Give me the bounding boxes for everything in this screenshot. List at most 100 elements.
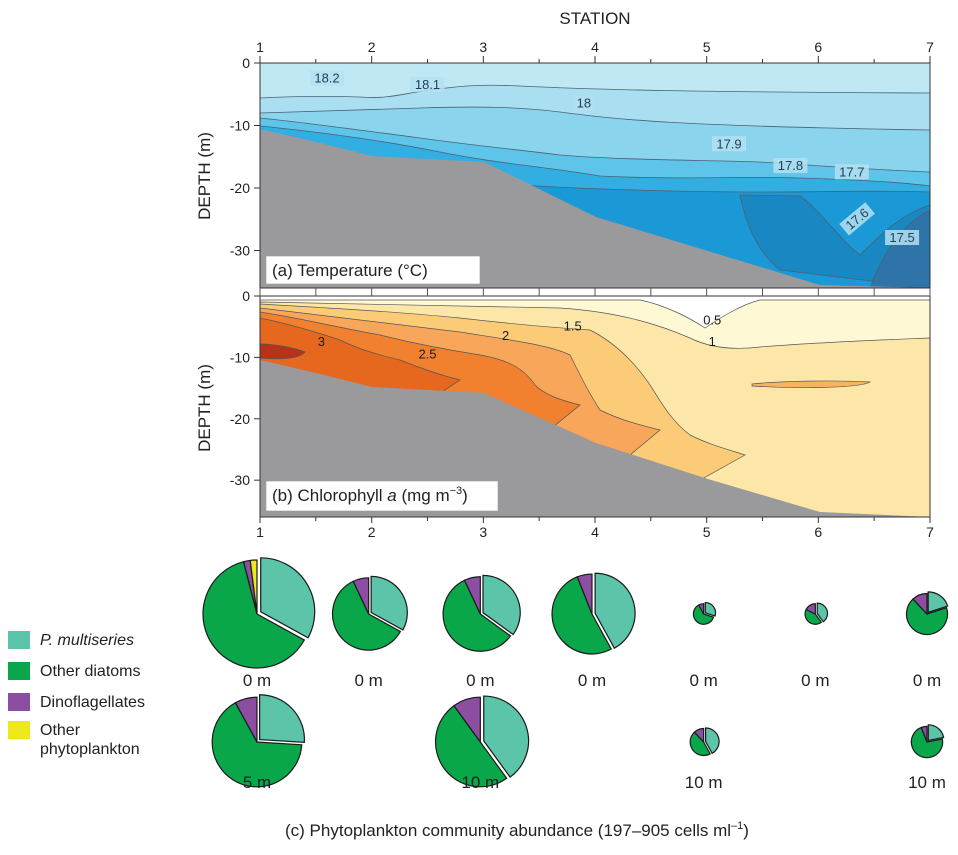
legend-swatch xyxy=(8,721,30,739)
chl-contour-label: 2 xyxy=(502,328,509,343)
temp-panel-label: (a) Temperature (°C) xyxy=(272,261,428,280)
temp-contour-label: 18.2 xyxy=(310,70,344,86)
legend-swatch xyxy=(8,662,30,680)
temp-contour-label-text: 17.8 xyxy=(778,158,803,173)
pie-depth-label: 10 m xyxy=(461,773,499,792)
pie-slice xyxy=(594,572,636,650)
pie-slice xyxy=(260,557,316,639)
pie-slice xyxy=(697,603,705,615)
pie-depth-label: 5 m xyxy=(243,773,271,792)
temp-contour-label-text: 18.2 xyxy=(314,71,339,86)
legend-label: phytoplankton xyxy=(40,741,140,758)
chl-label-sup: −3 xyxy=(450,485,463,497)
chl-band-gt-3 xyxy=(260,343,306,360)
pie-chart xyxy=(804,602,829,625)
temperature-panel xyxy=(260,63,930,288)
pie-slice xyxy=(331,580,402,651)
pie-slice xyxy=(352,577,370,615)
pie-depth-label: 0 m xyxy=(578,671,606,690)
temp-contour-label-text: 17.7 xyxy=(839,164,864,179)
pie-slice xyxy=(453,696,481,744)
y-axis-title-temp: DEPTH (m) xyxy=(195,132,214,220)
chl-contour-label: 0.5 xyxy=(703,313,721,328)
pie-slice xyxy=(910,726,944,759)
legend-label: P. multiseries xyxy=(40,632,134,649)
pie-chart xyxy=(442,574,521,652)
pie-depth-label: 0 m xyxy=(913,671,941,690)
temp-contour-label-text: 18.1 xyxy=(415,77,440,92)
legend-swatch xyxy=(8,631,30,649)
temp-contour-label-text: 17.9 xyxy=(716,136,741,151)
pie-chart xyxy=(551,572,636,655)
pie-chart xyxy=(211,694,305,788)
y-tick-label-chl: 0 xyxy=(242,288,250,304)
pie-depth-label: 0 m xyxy=(243,671,271,690)
x-tick-label-bottom: 4 xyxy=(591,524,599,540)
pie-slice xyxy=(693,727,705,744)
x-tick-label-bottom: 1 xyxy=(256,524,264,540)
temp-contour-label: 18 xyxy=(574,95,594,111)
x-tick-label-bottom: 3 xyxy=(479,524,487,540)
temp-contour-label: 18.1 xyxy=(410,76,445,92)
y-tick-label-chl: -30 xyxy=(230,472,250,488)
y-tick-label-chl: -10 xyxy=(230,349,250,365)
pie-slice xyxy=(689,731,711,757)
x-axis-title: STATION xyxy=(559,9,630,28)
x-tick-label-bottom: 7 xyxy=(926,524,934,540)
pie-depth-label: 0 m xyxy=(689,671,717,690)
pie-slice xyxy=(442,579,512,652)
pie-slice xyxy=(551,576,613,655)
y-ticks-temp: 0 -10 -20 -30 xyxy=(230,55,260,259)
pie-chart xyxy=(692,601,717,625)
temp-contour-label-bg xyxy=(410,76,445,92)
pie-slice xyxy=(927,724,945,742)
chlorophyll-panel xyxy=(260,296,930,517)
temp-contour-label: 17.5 xyxy=(885,230,920,245)
pie-charts xyxy=(202,557,949,788)
temp-contour-label-text: 17.5 xyxy=(889,230,914,245)
pie-depth-label: 0 m xyxy=(354,671,382,690)
chl-contour-label: 2.5 xyxy=(418,346,436,361)
chl-label-part: (mg m xyxy=(397,486,450,505)
pie-panel-caption: (c) Phytoplankton community abundance (1… xyxy=(285,820,749,840)
x-ticks-top: 1 2 3 4 5 6 7 xyxy=(256,39,934,63)
x-ticks-bottom: 1 2 3 4 5 6 7 xyxy=(256,288,934,540)
chl-seafloor xyxy=(260,360,930,517)
pie-slice xyxy=(927,591,949,614)
temp-contour-label-bg xyxy=(773,158,808,174)
pie-slice xyxy=(435,704,508,788)
pie-slice xyxy=(912,592,928,616)
temp-label-box xyxy=(265,255,481,285)
x-tick-label-top: 7 xyxy=(926,39,934,55)
chl-label-box xyxy=(265,480,499,512)
pie-slice xyxy=(804,608,823,625)
pie-slice xyxy=(816,602,829,623)
pie-slice xyxy=(202,560,306,669)
chl-contour-label: 1 xyxy=(709,334,716,349)
pie-chart xyxy=(689,727,720,757)
x-tick-label-top: 4 xyxy=(591,39,599,55)
legend-label: Other diatoms xyxy=(40,663,140,680)
temp-contour-label-bg xyxy=(310,70,344,86)
pie-depth-label: 10 m xyxy=(908,773,946,792)
pie-slice xyxy=(692,604,715,625)
temp-contour-label-bg xyxy=(834,164,869,180)
pie-slice xyxy=(483,695,530,778)
legend: P. multiseries Other diatoms Dinoflagellat… xyxy=(8,631,145,758)
legend-label: Dinoflagellates xyxy=(40,694,145,711)
chl-contour-label: 1.5 xyxy=(564,319,582,334)
temp-contour-label-bg xyxy=(574,95,594,111)
temp-contour-label: 17.8 xyxy=(773,158,808,174)
x-tick-label-top: 5 xyxy=(703,39,711,55)
chl-label-part: ) xyxy=(462,486,468,505)
x-tick-label-bottom: 2 xyxy=(368,524,376,540)
caption-part: ) xyxy=(743,821,749,840)
pie-slice xyxy=(705,727,720,755)
chl-contour-label: 3 xyxy=(318,334,325,349)
pie-slice xyxy=(905,598,949,636)
y-tick-label-temp: 0 xyxy=(242,55,250,71)
pie-chart xyxy=(905,591,949,636)
pie-depth-label: 10 m xyxy=(685,773,723,792)
y-axis-title-chl: DEPTH (m) xyxy=(195,364,214,452)
